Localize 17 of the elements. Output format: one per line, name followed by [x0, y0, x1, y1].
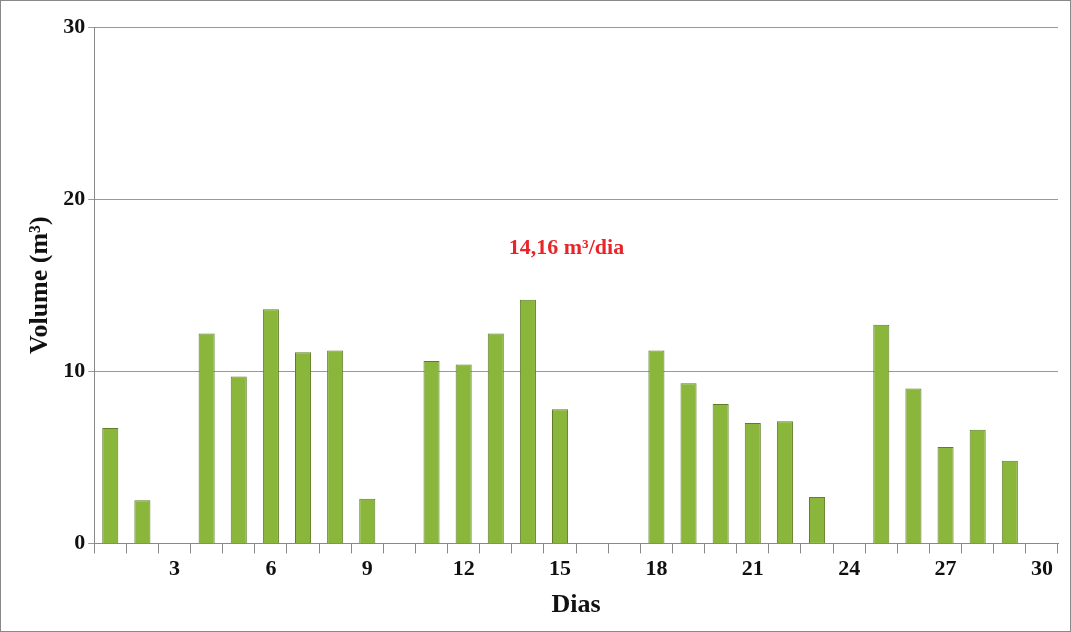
y-tick-label: 20	[63, 184, 86, 210]
x-tick-label: 21	[741, 555, 764, 581]
x-tick-label: 27	[934, 555, 957, 581]
x-tick-label: 3	[169, 555, 181, 581]
y-axis-title: Volume (m³)	[24, 216, 54, 354]
x-tick-label: 24	[838, 555, 861, 581]
x-tick-label: 30	[1030, 555, 1053, 581]
x-tick-label: 15	[549, 555, 572, 581]
y-tick-label: 30	[63, 12, 86, 38]
x-tick-label: 12	[452, 555, 475, 581]
x-tick-label: 9	[361, 555, 373, 581]
x-tick-label: 6	[265, 555, 277, 581]
x-axis-title: Dias	[551, 589, 601, 619]
x-tick-label: 18	[645, 555, 668, 581]
y-tick-label: 0	[74, 529, 86, 555]
annotation: 14,16 m³/dia	[508, 234, 625, 260]
y-tick-label: 10	[63, 356, 86, 382]
